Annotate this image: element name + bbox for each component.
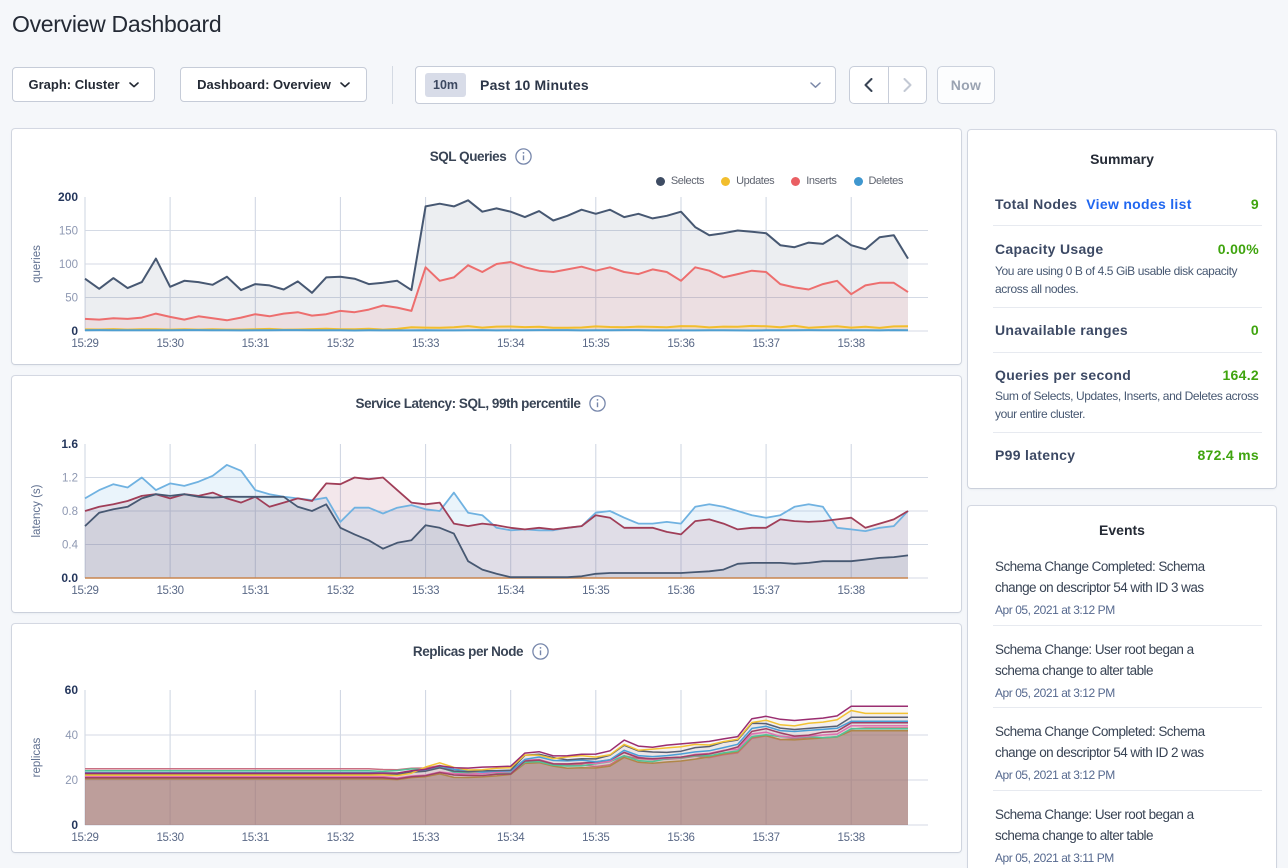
svg-text:0.0: 0.0 [61, 571, 78, 585]
svg-text:15:30: 15:30 [156, 832, 183, 844]
svg-text:15:33: 15:33 [412, 338, 439, 350]
svg-text:15:37: 15:37 [752, 585, 779, 597]
svg-text:15:37: 15:37 [752, 832, 779, 844]
svg-text:60: 60 [65, 683, 79, 697]
svg-text:15:30: 15:30 [156, 585, 183, 597]
svg-text:100: 100 [59, 259, 78, 271]
svg-text:15:35: 15:35 [582, 338, 609, 350]
svg-text:0.4: 0.4 [62, 540, 79, 552]
svg-text:15:29: 15:29 [71, 585, 98, 597]
svg-text:15:33: 15:33 [412, 585, 439, 597]
svg-text:15:31: 15:31 [242, 585, 269, 597]
svg-text:15:30: 15:30 [156, 338, 183, 350]
svg-text:15:34: 15:34 [497, 585, 525, 597]
svg-text:15:38: 15:38 [838, 338, 865, 350]
svg-text:0: 0 [71, 324, 78, 338]
svg-text:15:34: 15:34 [497, 338, 525, 350]
svg-text:200: 200 [58, 190, 78, 204]
svg-text:replicas: replicas [31, 737, 43, 777]
svg-text:15:32: 15:32 [327, 585, 354, 597]
svg-text:15:35: 15:35 [582, 585, 609, 597]
svg-text:15:32: 15:32 [327, 338, 354, 350]
svg-text:15:31: 15:31 [242, 832, 269, 844]
svg-text:0.8: 0.8 [62, 506, 78, 518]
svg-text:15:32: 15:32 [327, 832, 354, 844]
svg-text:15:35: 15:35 [582, 832, 609, 844]
svg-text:150: 150 [59, 226, 78, 238]
svg-text:1.2: 1.2 [62, 473, 78, 485]
svg-text:15:36: 15:36 [667, 585, 694, 597]
svg-text:15:29: 15:29 [71, 832, 98, 844]
svg-text:50: 50 [65, 293, 78, 305]
svg-text:15:36: 15:36 [667, 832, 694, 844]
svg-text:15:38: 15:38 [838, 585, 865, 597]
svg-text:15:37: 15:37 [752, 338, 779, 350]
svg-text:15:33: 15:33 [412, 832, 439, 844]
svg-text:15:36: 15:36 [667, 338, 694, 350]
svg-text:15:29: 15:29 [71, 338, 98, 350]
svg-text:latency (s): latency (s) [31, 484, 43, 537]
svg-text:40: 40 [65, 730, 78, 742]
svg-text:queries: queries [31, 245, 43, 283]
svg-text:15:34: 15:34 [497, 832, 525, 844]
svg-text:1.6: 1.6 [61, 437, 78, 451]
svg-text:20: 20 [65, 775, 78, 787]
svg-text:0: 0 [71, 818, 78, 832]
svg-text:15:31: 15:31 [242, 338, 269, 350]
svg-text:15:38: 15:38 [838, 832, 865, 844]
